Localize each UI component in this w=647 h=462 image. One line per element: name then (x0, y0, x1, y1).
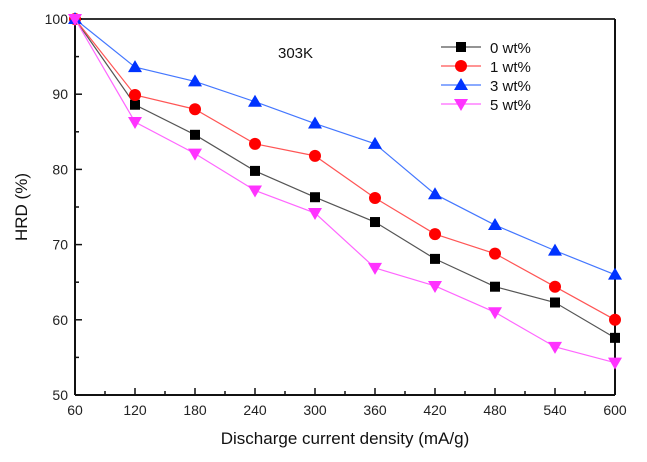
x-tick-label: 600 (603, 402, 627, 418)
x-tick-label: 120 (123, 402, 147, 418)
data-point (309, 149, 321, 162)
data-point (130, 99, 140, 110)
legend-marker (456, 42, 466, 52)
series-2 (68, 12, 622, 280)
y-tick-label: 50 (52, 387, 68, 403)
data-point (248, 94, 262, 107)
legend-label: 3 wt% (490, 78, 531, 95)
series-line (74, 18, 616, 364)
legend-marker (454, 99, 468, 111)
data-point (609, 313, 621, 326)
legend-label: 5 wt% (490, 97, 531, 114)
data-point (428, 187, 442, 200)
x-tick-label: 60 (67, 402, 83, 418)
series-0 (70, 14, 620, 343)
x-tick-label: 180 (183, 402, 207, 418)
axis-ticks: 60 120 180 240 300 360 420 480 540 60050607080901… (45, 11, 627, 418)
legend-item: 0 wt% (441, 40, 531, 57)
data-point (248, 185, 262, 198)
x-tick-label: 480 (483, 402, 507, 418)
legend: 0 wt% 1 wt% 3 wt% 5 wt% (441, 40, 531, 114)
legend-label: 1 wt% (490, 59, 531, 76)
temperature-annotation: 303K (278, 45, 313, 62)
data-point (188, 148, 202, 161)
series-line (74, 18, 616, 276)
series-1 (69, 13, 621, 326)
x-tick-label: 540 (543, 402, 567, 418)
y-tick-label: 70 (52, 237, 68, 253)
x-tick-label: 300 (303, 402, 327, 418)
data-point (488, 218, 502, 231)
series-line (74, 18, 616, 339)
data-point (128, 117, 142, 130)
data-point (188, 74, 202, 87)
legend-marker (455, 60, 467, 72)
legend-item: 1 wt% (441, 59, 531, 76)
data-point (368, 262, 382, 275)
plot-frame (74, 18, 616, 396)
data-point (190, 129, 200, 140)
data-point (128, 60, 142, 73)
y-tick-label: 100 (45, 11, 69, 27)
x-axis-title: Discharge current density (mA/g) (221, 429, 469, 448)
data-point (610, 332, 620, 343)
data-point (430, 253, 440, 264)
x-tick-label: 360 (363, 402, 387, 418)
series-layer (68, 12, 622, 370)
data-point (370, 217, 380, 228)
data-point (68, 14, 82, 26)
data-point (310, 192, 320, 203)
legend-item: 5 wt% (441, 97, 531, 114)
data-point (428, 280, 442, 293)
data-point (550, 297, 560, 308)
data-point (250, 165, 260, 176)
y-tick-label: 90 (52, 86, 68, 102)
y-axis-title: HRD (%) (12, 173, 31, 241)
legend-label: 0 wt% (490, 40, 531, 57)
x-tick-label: 240 (243, 402, 267, 418)
series-3 (68, 14, 622, 370)
data-point (489, 247, 501, 260)
data-point (129, 88, 141, 101)
data-point (548, 243, 562, 256)
y-tick-label: 60 (52, 312, 68, 328)
data-point (608, 357, 622, 370)
data-point (488, 307, 502, 320)
data-point (429, 228, 441, 241)
legend-marker (454, 78, 468, 90)
data-point (368, 136, 382, 149)
data-point (189, 103, 201, 116)
data-point (608, 267, 622, 280)
data-point (308, 208, 322, 221)
data-point (249, 137, 261, 150)
data-point (490, 281, 500, 292)
series-line (74, 18, 616, 321)
legend-item: 3 wt% (441, 78, 531, 95)
data-point (549, 280, 561, 293)
x-tick-label: 420 (423, 402, 447, 418)
data-point (369, 191, 381, 204)
data-point (548, 341, 562, 354)
data-point (308, 116, 322, 129)
y-tick-label: 80 (52, 161, 68, 177)
